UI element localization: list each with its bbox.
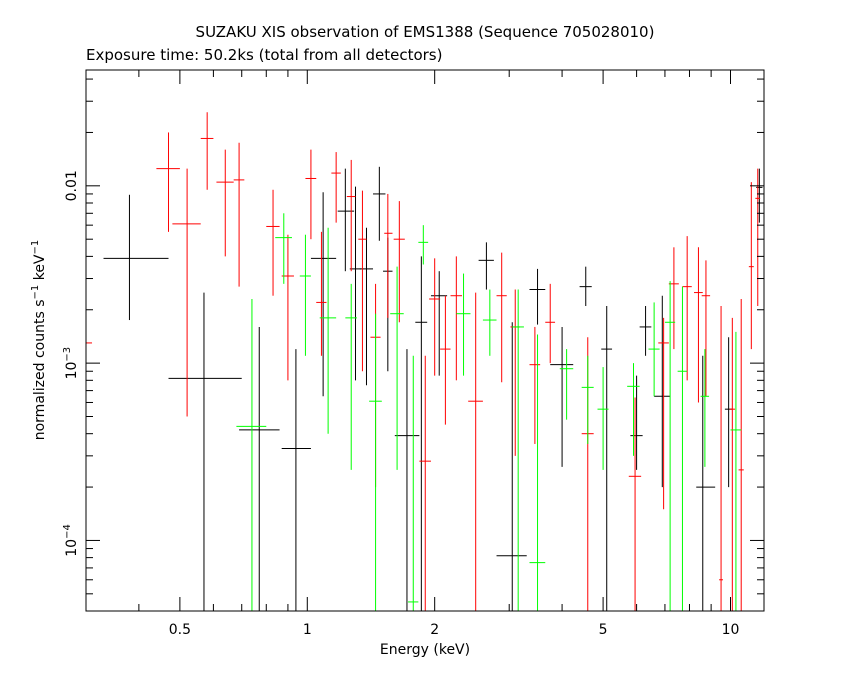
data-point bbox=[266, 189, 280, 296]
data-point bbox=[696, 355, 716, 611]
data-series-layer bbox=[85, 70, 763, 611]
data-point bbox=[545, 283, 556, 364]
y-axis-label: normalized counts s−1 keV−1 bbox=[30, 240, 48, 441]
data-point bbox=[299, 234, 311, 356]
data-point bbox=[701, 260, 711, 397]
data-point bbox=[373, 166, 386, 241]
data-point bbox=[393, 201, 405, 323]
data-point bbox=[345, 283, 357, 470]
data-point bbox=[172, 168, 201, 417]
data-point bbox=[601, 305, 613, 611]
x-tick-label: 0.5 bbox=[169, 622, 191, 638]
chart-title: SUZAKU XIS observation of EMS1388 (Seque… bbox=[196, 23, 655, 41]
data-point bbox=[756, 168, 763, 223]
data-point bbox=[628, 397, 642, 611]
data-point bbox=[496, 322, 527, 611]
data-point bbox=[103, 194, 169, 321]
data-point bbox=[440, 295, 451, 425]
data-point bbox=[529, 326, 541, 444]
data-point bbox=[496, 252, 507, 383]
data-point bbox=[664, 281, 676, 611]
axis-tick-labels: 0.5 1 2 5 10 10−4 10−3 0.01 bbox=[62, 170, 739, 638]
data-point bbox=[85, 70, 93, 344]
data-point bbox=[316, 231, 327, 356]
data-point bbox=[597, 367, 609, 470]
data-point bbox=[168, 292, 242, 611]
data-point bbox=[456, 273, 471, 376]
data-point bbox=[233, 142, 245, 287]
data-point bbox=[529, 334, 546, 611]
x-axis-label: Energy (keV) bbox=[380, 642, 470, 658]
data-point bbox=[331, 152, 341, 223]
data-point bbox=[415, 256, 428, 611]
data-point bbox=[419, 355, 431, 611]
data-point bbox=[738, 298, 744, 611]
data-point bbox=[394, 349, 420, 611]
data-point bbox=[482, 289, 497, 356]
data-point bbox=[359, 227, 374, 386]
y-tick-label: 0.01 bbox=[64, 170, 80, 201]
data-point bbox=[468, 292, 483, 611]
data-point bbox=[700, 349, 710, 467]
data-point bbox=[156, 132, 180, 232]
data-point bbox=[369, 313, 382, 611]
data-point bbox=[755, 168, 761, 306]
data-point bbox=[236, 298, 267, 611]
data-point bbox=[358, 190, 367, 372]
data-point bbox=[627, 363, 640, 456]
data-point bbox=[346, 159, 356, 272]
x-tick-label: 2 bbox=[430, 622, 439, 638]
data-point bbox=[729, 317, 736, 611]
x-tick-label: 1 bbox=[303, 622, 312, 638]
data-point bbox=[239, 326, 280, 611]
data-point bbox=[418, 225, 429, 265]
x-tick-label: 10 bbox=[722, 622, 740, 638]
data-point bbox=[579, 266, 592, 306]
data-point bbox=[630, 375, 643, 470]
data-point bbox=[654, 295, 671, 488]
data-point bbox=[390, 266, 404, 470]
data-point bbox=[216, 149, 234, 257]
data-point bbox=[512, 289, 524, 611]
data-point bbox=[581, 355, 594, 444]
data-point bbox=[305, 149, 317, 240]
data-point bbox=[281, 349, 311, 611]
data-point bbox=[319, 227, 337, 434]
plot-frame bbox=[85, 69, 765, 612]
data-point bbox=[275, 213, 292, 284]
data-point bbox=[529, 268, 546, 325]
data-point bbox=[719, 305, 723, 611]
y-tick-label: 10−4 bbox=[62, 524, 80, 557]
data-point bbox=[694, 247, 703, 403]
series-1 bbox=[85, 70, 761, 611]
axis-ticks bbox=[85, 70, 764, 612]
data-point bbox=[430, 271, 448, 376]
data-point bbox=[748, 182, 754, 350]
data-point bbox=[648, 302, 660, 397]
data-point bbox=[724, 337, 733, 488]
x-tick-label: 5 bbox=[599, 622, 608, 638]
series-0 bbox=[103, 166, 763, 611]
data-point bbox=[730, 331, 742, 611]
data-point bbox=[658, 317, 669, 510]
data-point bbox=[200, 112, 214, 190]
series-2 bbox=[236, 213, 742, 611]
data-point bbox=[639, 305, 652, 356]
chart-subtitle: Exposure time: 50.2ks (total from all de… bbox=[86, 46, 442, 64]
data-point bbox=[408, 355, 419, 611]
data-point bbox=[310, 192, 337, 397]
data-point bbox=[429, 258, 441, 376]
data-point bbox=[559, 349, 574, 420]
data-point bbox=[450, 256, 462, 381]
data-point bbox=[682, 236, 692, 381]
data-point bbox=[478, 242, 494, 290]
data-point bbox=[677, 286, 688, 611]
data-point bbox=[384, 193, 393, 318]
y-tick-label: 10−3 bbox=[62, 347, 80, 380]
data-point bbox=[550, 326, 574, 467]
